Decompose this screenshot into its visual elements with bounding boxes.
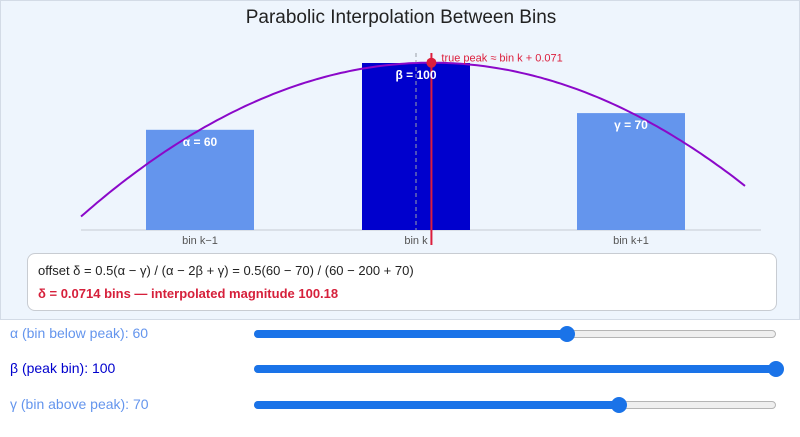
- offset-result: δ = 0.0714 bins — interpolated magnitude…: [38, 286, 339, 301]
- parabola-chart: α = 60 β = 100 γ = 70 bin k−1 bin k bin k+1 tr…: [80, 53, 761, 247]
- alpha-label: α (bin below peak): 60: [10, 325, 149, 341]
- gamma-slider-fill: [254, 401, 620, 409]
- beta-slider[interactable]: [254, 361, 784, 377]
- alpha-slider-thumb[interactable]: [559, 326, 576, 342]
- formula-panel: offset δ = 0.5(α − γ) / (α − 2β + γ) = 0…: [27, 253, 777, 311]
- category-label-3: bin k+1: [613, 235, 649, 247]
- true-peak-dot: [426, 57, 437, 68]
- bar-label-3: γ = 70: [614, 118, 648, 132]
- beta-control: β (peak bin): 100: [0, 357, 800, 381]
- beta-slider-thumb[interactable]: [768, 361, 784, 377]
- category-label-1: bin k−1: [182, 235, 218, 247]
- chart-title: Parabolic Interpolation Between Bins: [245, 7, 557, 28]
- alpha-slider[interactable]: [254, 326, 776, 342]
- chart-area: α = 60 β = 100 γ = 70 bin k−1 bin k bin k+1 tr…: [0, 0, 800, 320]
- category-label-2: bin k: [404, 235, 428, 247]
- bar-label-1: α = 60: [183, 135, 218, 149]
- true-peak-annotation: true peak ≈ bin k + 0.071: [441, 53, 562, 65]
- alpha-slider-fill: [254, 330, 568, 338]
- beta-slider-fill: [254, 365, 776, 373]
- alpha-control: α (bin below peak): 60: [0, 322, 800, 346]
- beta-label: β (peak bin): 100: [10, 360, 116, 376]
- bar-1: [146, 129, 254, 230]
- offset-formula: offset δ = 0.5(α − γ) / (α − 2β + γ) = 0…: [38, 263, 414, 278]
- gamma-control: γ (bin above peak): 70: [0, 393, 800, 417]
- gamma-slider-thumb[interactable]: [611, 397, 628, 413]
- controls-panel: α (bin below peak): 60 β (peak bin): 100…: [0, 320, 800, 437]
- bar-label-2: β = 100: [395, 68, 436, 82]
- gamma-label: γ (bin above peak): 70: [10, 396, 149, 412]
- parabola-curve: [80, 61, 746, 218]
- gamma-slider[interactable]: [254, 397, 776, 413]
